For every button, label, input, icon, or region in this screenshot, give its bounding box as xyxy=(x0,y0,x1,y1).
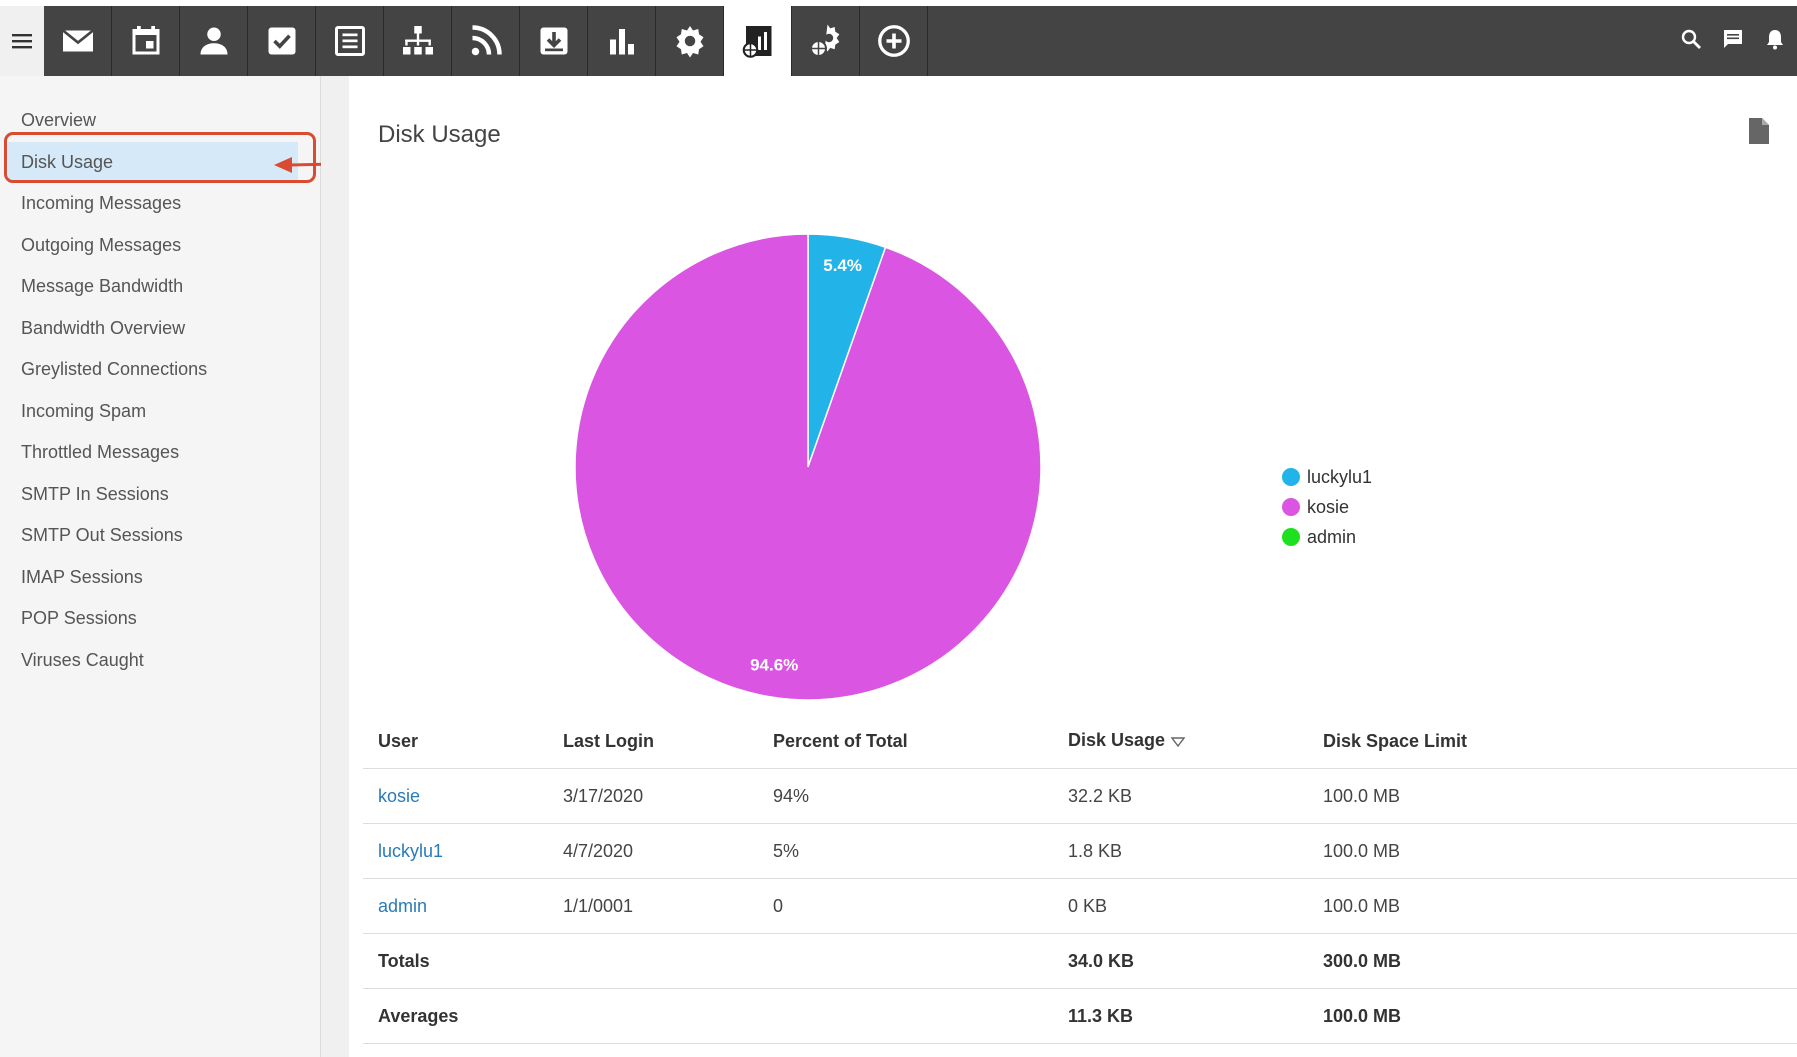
percent-cell: 94% xyxy=(758,768,1053,824)
col-user[interactable]: User xyxy=(363,714,548,769)
empty-cell xyxy=(758,988,1053,1044)
totals-limit: 300.0 MB xyxy=(1308,933,1797,989)
menu-icon[interactable] xyxy=(0,6,44,76)
main-content: Disk Usage 5.4% 94.6% luckylu1 kosie admin … xyxy=(349,94,1797,1057)
chat-icon[interactable] xyxy=(1721,27,1745,56)
percent-cell: 0 xyxy=(758,878,1053,934)
export-document-icon[interactable] xyxy=(1749,118,1769,149)
topbar-right-tools xyxy=(1679,6,1787,76)
add-icon[interactable] xyxy=(860,6,928,76)
percent-cell: 5% xyxy=(758,823,1053,879)
sidebar-gutter xyxy=(321,76,349,1057)
stats-icon[interactable] xyxy=(588,6,656,76)
report-nav-list: Overview Disk Usage Incoming Messages Ou… xyxy=(0,100,320,681)
col-disk-space-limit[interactable]: Disk Space Limit xyxy=(1308,714,1797,769)
col-disk-usage-label: Disk Usage xyxy=(1068,730,1166,751)
disk-usage-chart: 5.4% 94.6% luckylu1 kosie admin xyxy=(349,174,1797,774)
sidebar-item-overview[interactable]: Overview xyxy=(21,110,97,130)
sidebar-item-smtp-in-sessions[interactable]: SMTP In Sessions xyxy=(21,483,169,504)
legend-item-luckylu1[interactable]: luckylu1 xyxy=(1282,462,1372,492)
limit-cell: 100.0 MB xyxy=(1308,768,1797,824)
col-last-login[interactable]: Last Login xyxy=(548,714,758,769)
legend-swatch xyxy=(1282,528,1300,546)
calendar-icon[interactable] xyxy=(112,6,180,76)
table-row: kosie 3/17/2020 94% 32.2 KB 100.0 MB xyxy=(363,768,1797,824)
app-nav xyxy=(44,6,928,76)
legend-swatch xyxy=(1282,468,1300,486)
sitemap-icon[interactable] xyxy=(384,6,452,76)
sidebar-item-viruses-caught[interactable]: Viruses Caught xyxy=(21,649,144,670)
empty-cell xyxy=(548,933,758,989)
settings-icon[interactable] xyxy=(656,6,724,76)
contacts-icon[interactable] xyxy=(180,6,248,76)
tasks-icon[interactable] xyxy=(248,6,316,76)
sidebar-item-imap-sessions[interactable]: IMAP Sessions xyxy=(21,566,143,587)
sidebar-item-outgoing-messages[interactable]: Outgoing Messages xyxy=(21,234,182,255)
reports-sidebar: Overview Disk Usage Incoming Messages Ou… xyxy=(0,76,321,1057)
disk-usage-table: User Last Login Percent of Total Disk Us… xyxy=(363,714,1797,1044)
sidebar-item-message-bandwidth[interactable]: Message Bandwidth xyxy=(21,276,184,296)
user-link[interactable]: admin xyxy=(363,878,548,934)
averages-label: Averages xyxy=(363,988,548,1044)
sidebar-item-smtp-out-sessions[interactable]: SMTP Out Sessions xyxy=(21,525,183,545)
sort-desc-icon[interactable] xyxy=(1170,731,1186,752)
limit-cell: 100.0 MB xyxy=(1308,823,1797,879)
search-icon[interactable] xyxy=(1679,27,1703,56)
averages-limit: 100.0 MB xyxy=(1308,988,1797,1044)
mail-icon[interactable] xyxy=(44,6,112,76)
last-login-cell: 4/7/2020 xyxy=(548,823,758,879)
sidebar-item-incoming-spam[interactable]: Incoming Spam xyxy=(21,400,147,421)
col-disk-usage[interactable]: Disk Usage xyxy=(1053,714,1308,769)
sidebar-item-greylisted-connections[interactable]: Greylisted Connections xyxy=(21,359,208,379)
table-row: admin 1/1/0001 0 0 KB 100.0 MB xyxy=(363,878,1797,934)
table-header-row: User Last Login Percent of Total Disk Us… xyxy=(363,714,1797,769)
sidebar-item-bandwidth-overview[interactable]: Bandwidth Overview xyxy=(21,317,186,338)
disk-usage-table-wrap: User Last Login Percent of Total Disk Us… xyxy=(363,714,1797,1044)
totals-disk-usage: 34.0 KB xyxy=(1053,933,1308,989)
pie-label-kosie: 94.6% xyxy=(750,656,798,675)
user-link[interactable]: luckylu1 xyxy=(363,823,548,879)
reports-icon[interactable] xyxy=(724,6,792,76)
table-row: luckylu1 4/7/2020 5% 1.8 KB 100.0 MB xyxy=(363,823,1797,879)
sidebar-item-incoming-messages[interactable]: Incoming Messages xyxy=(21,193,182,213)
disk-usage-cell: 32.2 KB xyxy=(1053,768,1308,824)
totals-row: Totals 34.0 KB 300.0 MB xyxy=(363,933,1797,989)
global-settings-icon[interactable] xyxy=(792,6,860,76)
last-login-cell: 1/1/0001 xyxy=(548,878,758,934)
limit-cell: 100.0 MB xyxy=(1308,878,1797,934)
averages-disk-usage: 11.3 KB xyxy=(1053,988,1308,1044)
last-login-cell: 3/17/2020 xyxy=(548,768,758,824)
notes-icon[interactable] xyxy=(316,6,384,76)
rss-icon[interactable] xyxy=(452,6,520,76)
legend-swatch xyxy=(1282,498,1300,516)
pie-label-luckylu1: 5.4% xyxy=(823,256,862,275)
empty-cell xyxy=(548,988,758,1044)
pie-chart: 5.4% 94.6% xyxy=(574,233,1042,701)
page-title: Disk Usage xyxy=(378,121,501,148)
legend-item-admin[interactable]: admin xyxy=(1282,522,1372,552)
disk-usage-cell: 1.8 KB xyxy=(1053,823,1308,879)
averages-row: Averages 11.3 KB 100.0 MB xyxy=(363,988,1797,1044)
legend-label: admin xyxy=(1307,526,1357,547)
col-percent[interactable]: Percent of Total xyxy=(758,714,1053,769)
legend-label: luckylu1 xyxy=(1307,466,1373,487)
legend-item-kosie[interactable]: kosie xyxy=(1282,492,1372,522)
disk-usage-cell: 0 KB xyxy=(1053,878,1308,934)
empty-cell xyxy=(758,933,1053,989)
pie-slice-kosie[interactable] xyxy=(574,233,1042,701)
highlight-callout-box xyxy=(4,132,316,183)
sidebar-item-pop-sessions[interactable]: POP Sessions xyxy=(21,608,137,628)
legend-label: kosie xyxy=(1307,496,1350,517)
archive-icon[interactable] xyxy=(520,6,588,76)
sidebar-item-disk-usage[interactable]: Disk Usage xyxy=(8,141,298,183)
chart-legend: luckylu1 kosie admin xyxy=(1282,462,1372,552)
totals-label: Totals xyxy=(363,933,548,989)
bell-icon[interactable] xyxy=(1763,27,1787,56)
user-link[interactable]: kosie xyxy=(363,768,548,824)
sidebar-item-throttled-messages[interactable]: Throttled Messages xyxy=(21,442,180,462)
